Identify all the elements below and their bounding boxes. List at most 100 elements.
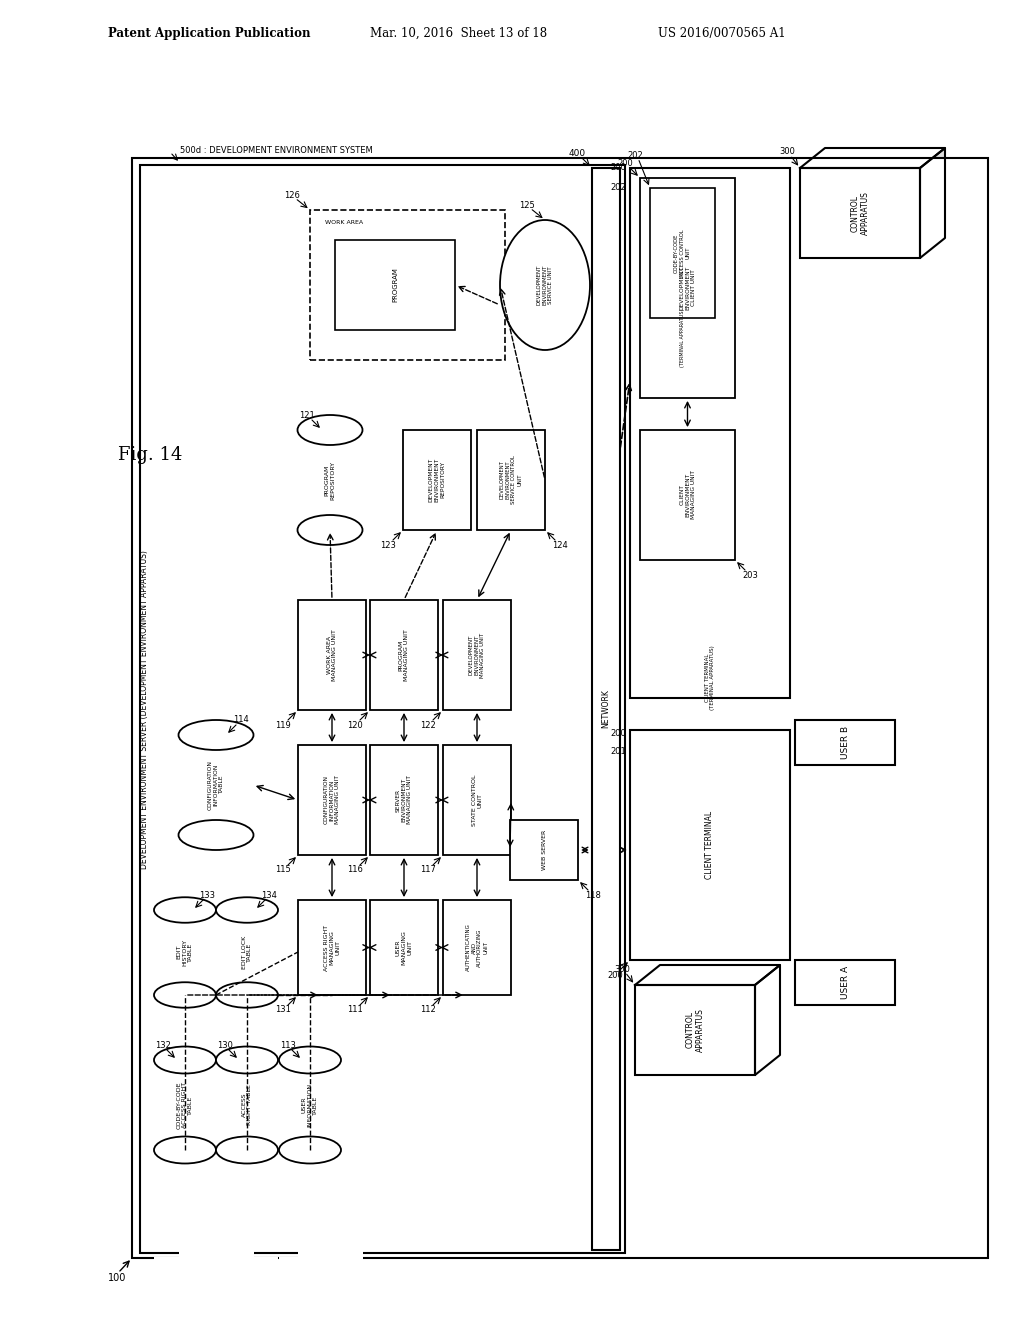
Ellipse shape (216, 982, 278, 1007)
Text: 130: 130 (217, 1040, 232, 1049)
Text: DEVELOPMENT ENVIRONMENT SERVER (DEVELOPMENT ENVIRONMENT APPARATUS): DEVELOPMENT ENVIRONMENT SERVER (DEVELOPM… (139, 550, 148, 870)
FancyBboxPatch shape (800, 168, 920, 257)
Text: 124: 124 (552, 540, 568, 549)
FancyBboxPatch shape (510, 820, 578, 880)
Text: 500d : DEVELOPMENT ENVIRONMENT SYSTEM: 500d : DEVELOPMENT ENVIRONMENT SYSTEM (180, 147, 373, 154)
FancyBboxPatch shape (140, 165, 625, 1253)
FancyBboxPatch shape (132, 158, 988, 1258)
FancyBboxPatch shape (477, 430, 545, 531)
Text: SERVER
ENVIRONMENT
MANAGING UNIT: SERVER ENVIRONMENT MANAGING UNIT (395, 776, 413, 825)
Bar (154, 1257, 216, 1320)
Ellipse shape (154, 898, 216, 923)
Text: 114: 114 (233, 715, 249, 725)
Text: PROGRAM: PROGRAM (392, 268, 398, 302)
FancyBboxPatch shape (370, 900, 438, 995)
Text: 113: 113 (280, 1040, 296, 1049)
Bar (216, 1261, 278, 1320)
Text: 400: 400 (568, 149, 586, 157)
FancyBboxPatch shape (640, 430, 735, 560)
Text: PROGRAM
REPOSITORY: PROGRAM REPOSITORY (325, 461, 336, 499)
Text: USER B: USER B (841, 726, 850, 759)
FancyBboxPatch shape (635, 985, 755, 1074)
Text: CLIENT TERMINAL: CLIENT TERMINAL (706, 810, 715, 879)
Text: 132: 132 (155, 1040, 171, 1049)
Polygon shape (920, 148, 945, 257)
Text: CODE-BY-CODE
ACCESS RIGHT
TABLE: CODE-BY-CODE ACCESS RIGHT TABLE (177, 1081, 194, 1129)
Text: WORK AREA
MANAGING UNIT: WORK AREA MANAGING UNIT (327, 630, 337, 681)
Text: 134: 134 (261, 891, 276, 899)
FancyBboxPatch shape (650, 187, 715, 318)
Ellipse shape (500, 220, 590, 350)
Ellipse shape (298, 414, 362, 445)
Text: CLIENT TERMINAL
(TERMINAL APPARATUS): CLIENT TERMINAL (TERMINAL APPARATUS) (705, 645, 716, 710)
Text: Patent Application Publication: Patent Application Publication (108, 26, 310, 40)
Text: DEVELOPMENT
ENVIRONMENT
CLIENT UNIT: DEVELOPMENT ENVIRONMENT CLIENT UNIT (679, 265, 695, 310)
Text: 126: 126 (284, 190, 300, 199)
Ellipse shape (154, 982, 216, 1007)
Text: 133: 133 (199, 891, 215, 899)
Text: 117: 117 (420, 866, 436, 874)
Text: DEVELOPMENT
ENVIRONMENT
SERVICE UNIT: DEVELOPMENT ENVIRONMENT SERVICE UNIT (537, 265, 553, 305)
Bar (216, 1257, 278, 1320)
Text: Fig. 14: Fig. 14 (118, 446, 182, 465)
Text: 122: 122 (420, 721, 436, 730)
Polygon shape (635, 965, 780, 985)
Ellipse shape (154, 1047, 216, 1073)
FancyBboxPatch shape (630, 730, 790, 960)
Text: ACCESS
RIGHT TABLE: ACCESS RIGHT TABLE (242, 1085, 252, 1126)
Text: ACCESS RIGHT
MANAGING
UNIT: ACCESS RIGHT MANAGING UNIT (324, 924, 340, 970)
FancyBboxPatch shape (443, 900, 511, 995)
Text: Mar. 10, 2016  Sheet 13 of 18: Mar. 10, 2016 Sheet 13 of 18 (370, 26, 547, 40)
Text: CONFIGURATION
INFORMATION
MANAGING UNIT: CONFIGURATION INFORMATION MANAGING UNIT (324, 776, 340, 825)
Text: 120: 120 (347, 721, 362, 730)
FancyBboxPatch shape (298, 744, 366, 855)
Text: 200: 200 (607, 970, 623, 979)
Text: 115: 115 (275, 866, 291, 874)
FancyBboxPatch shape (403, 430, 471, 531)
Text: 131: 131 (275, 1006, 291, 1015)
Text: 200: 200 (617, 158, 633, 168)
Text: 300: 300 (614, 965, 630, 974)
Polygon shape (755, 965, 780, 1074)
Ellipse shape (279, 1047, 341, 1073)
Text: 203: 203 (742, 570, 758, 579)
Text: STATE CONTROL
UNIT: STATE CONTROL UNIT (472, 775, 482, 826)
Bar (298, 1250, 362, 1320)
Ellipse shape (178, 820, 254, 850)
FancyBboxPatch shape (335, 240, 455, 330)
FancyBboxPatch shape (795, 719, 895, 766)
Text: 200: 200 (610, 164, 626, 173)
Text: CONTROL
APPARATUS: CONTROL APPARATUS (685, 1008, 705, 1052)
FancyBboxPatch shape (443, 744, 511, 855)
Text: CODE-BY-CODE
ACCESS CONTROL
UNIT: CODE-BY-CODE ACCESS CONTROL UNIT (674, 230, 691, 277)
Text: CONTROL
APPARATUS: CONTROL APPARATUS (850, 191, 869, 235)
Ellipse shape (216, 1137, 278, 1163)
Ellipse shape (279, 1137, 341, 1163)
Text: EDIT LOCK
TABLE: EDIT LOCK TABLE (242, 936, 252, 969)
Text: 121: 121 (299, 411, 314, 420)
Text: NETWORK: NETWORK (601, 689, 610, 729)
Text: 118: 118 (585, 891, 601, 899)
Text: DEVELOPMENT
ENVIRONMENT
MANAGING UNIT: DEVELOPMENT ENVIRONMENT MANAGING UNIT (469, 632, 485, 677)
FancyBboxPatch shape (592, 168, 620, 1250)
Text: 200: 200 (610, 729, 626, 738)
Ellipse shape (216, 1047, 278, 1073)
Text: 112: 112 (420, 1006, 436, 1015)
Text: 100: 100 (108, 1272, 126, 1283)
Text: 201: 201 (610, 747, 626, 756)
FancyBboxPatch shape (298, 601, 366, 710)
Text: PROGRAM
MANAGING UNIT: PROGRAM MANAGING UNIT (398, 630, 410, 681)
Text: WEB SERVER: WEB SERVER (542, 830, 547, 870)
Text: 202: 202 (627, 150, 643, 160)
Text: USER A: USER A (841, 965, 850, 998)
Text: USER
MANAGING
UNIT: USER MANAGING UNIT (395, 931, 413, 965)
Text: (TERMINAL APPARATUS): (TERMINAL APPARATUS) (680, 309, 685, 367)
Text: AUTHENTICATING
AND
AUTHORIZING
UNIT: AUTHENTICATING AND AUTHORIZING UNIT (466, 924, 488, 972)
Text: EDIT
HISTORY
TABLE: EDIT HISTORY TABLE (177, 939, 194, 965)
Bar (279, 1257, 341, 1320)
Bar (178, 1250, 254, 1320)
FancyBboxPatch shape (795, 960, 895, 1005)
Text: WORK AREA: WORK AREA (325, 220, 364, 224)
Text: DEVELOPMENT
ENVIRONMENT
REPOSITORY: DEVELOPMENT ENVIRONMENT REPOSITORY (429, 458, 445, 502)
Text: 300: 300 (779, 148, 795, 157)
